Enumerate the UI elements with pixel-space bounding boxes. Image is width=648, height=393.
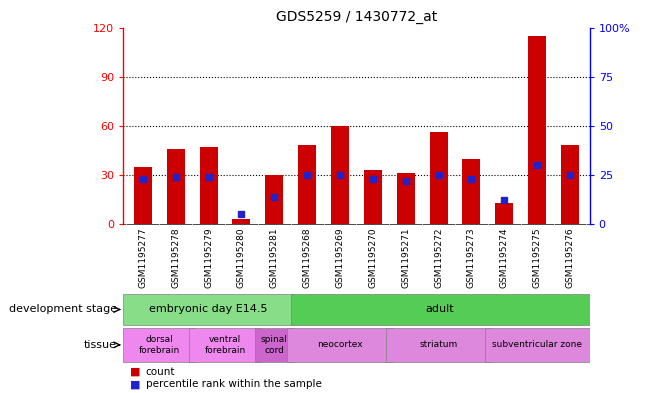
Text: neocortex: neocortex (317, 340, 363, 349)
Text: subventricular zone: subventricular zone (492, 340, 582, 349)
Text: GSM1195270: GSM1195270 (368, 228, 377, 288)
Bar (495, 203, 513, 224)
Text: GSM1195274: GSM1195274 (500, 228, 509, 288)
Bar (485, 328, 590, 362)
Text: tissue: tissue (84, 340, 117, 350)
Text: percentile rank within the sample: percentile rank within the sample (146, 379, 321, 389)
Bar (200, 147, 218, 224)
Bar (233, 219, 250, 224)
Text: dorsal
forebrain: dorsal forebrain (139, 335, 180, 354)
Bar (288, 328, 393, 362)
Bar (123, 294, 294, 325)
Bar (397, 173, 415, 224)
Bar (123, 328, 196, 362)
Text: spinal
cord: spinal cord (261, 335, 288, 354)
Bar (265, 175, 283, 224)
Text: development stage: development stage (8, 305, 117, 314)
Bar (528, 36, 546, 224)
Bar (561, 145, 579, 224)
Text: ■: ■ (130, 379, 140, 389)
Text: GSM1195280: GSM1195280 (237, 228, 246, 288)
Title: GDS5259 / 1430772_at: GDS5259 / 1430772_at (276, 10, 437, 24)
Bar (133, 167, 152, 224)
Bar (331, 126, 349, 224)
Text: striatum: striatum (419, 340, 457, 349)
Bar (298, 145, 316, 224)
Text: count: count (146, 367, 176, 377)
Bar (167, 149, 185, 224)
Bar (386, 328, 491, 362)
Text: ventral
forebrain: ventral forebrain (204, 335, 246, 354)
Text: GSM1195279: GSM1195279 (204, 228, 213, 288)
Text: GSM1195269: GSM1195269 (336, 228, 345, 288)
Text: GSM1195278: GSM1195278 (171, 228, 180, 288)
Text: embryonic day E14.5: embryonic day E14.5 (149, 305, 268, 314)
Text: GSM1195273: GSM1195273 (467, 228, 476, 288)
Text: GSM1195272: GSM1195272 (434, 228, 443, 288)
Text: GSM1195275: GSM1195275 (533, 228, 542, 288)
Bar (291, 294, 590, 325)
Bar (430, 132, 448, 224)
Text: GSM1195268: GSM1195268 (303, 228, 312, 288)
Bar (189, 328, 261, 362)
Text: GSM1195277: GSM1195277 (138, 228, 147, 288)
Text: GSM1195271: GSM1195271 (401, 228, 410, 288)
Text: GSM1195281: GSM1195281 (270, 228, 279, 288)
Text: GSM1195276: GSM1195276 (566, 228, 575, 288)
Text: adult: adult (426, 305, 454, 314)
Bar (364, 170, 382, 224)
Bar (255, 328, 294, 362)
Bar (463, 158, 480, 224)
Text: ■: ■ (130, 367, 140, 377)
